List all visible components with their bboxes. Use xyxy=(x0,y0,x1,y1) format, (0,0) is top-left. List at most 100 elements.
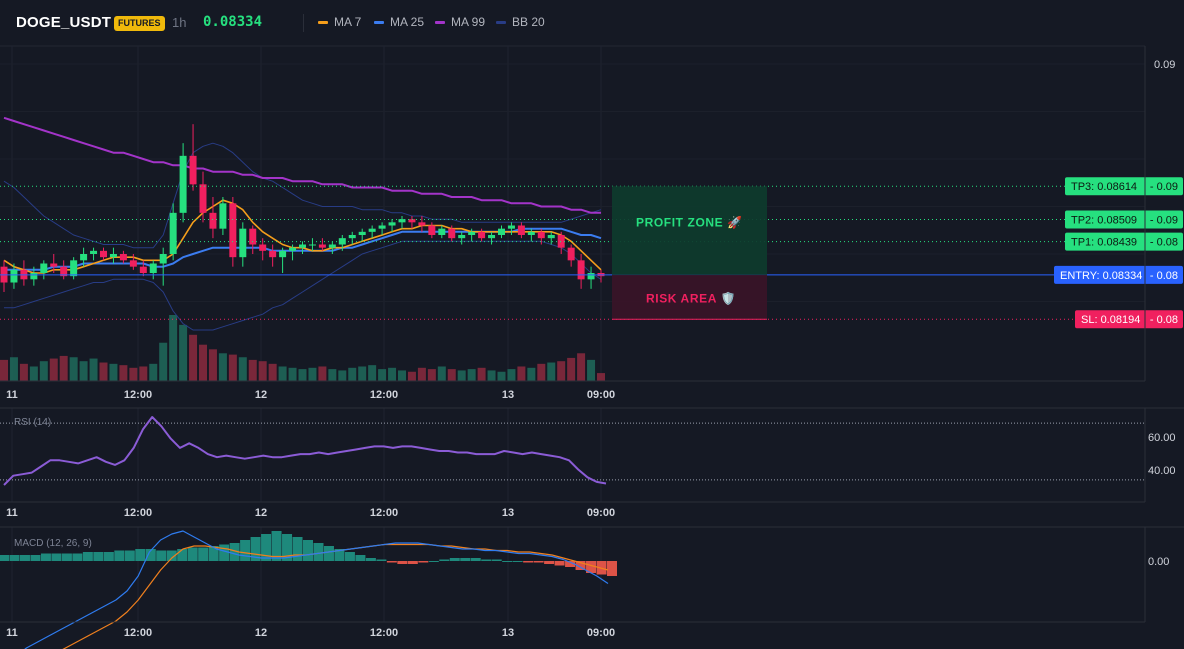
volume-bar xyxy=(417,367,426,381)
macd-histogram-bar xyxy=(229,543,240,561)
x-tick-label: 09:00 xyxy=(587,507,615,519)
candle-body xyxy=(398,219,406,223)
macd-histogram-bar xyxy=(103,552,114,561)
macd-histogram-bar xyxy=(208,546,219,561)
x-tick-label: 13 xyxy=(502,389,514,401)
candle-body xyxy=(408,219,416,223)
volume-bar xyxy=(388,367,397,381)
macd-histogram-bar xyxy=(145,549,156,561)
rsi-panel[interactable]: RSI (14) 60.00 40.00 xyxy=(0,416,1176,486)
risk-zone-label: RISK AREA 🛡️ xyxy=(646,291,736,305)
macd-histogram-bar xyxy=(481,559,492,561)
macd-histogram-bar xyxy=(198,547,209,561)
legend-ma7[interactable]: MA 7 xyxy=(318,15,361,29)
legend-ma99[interactable]: MA 99 xyxy=(435,15,485,29)
macd-histogram-bar xyxy=(93,552,104,561)
volume-bar xyxy=(159,342,168,381)
candle-body xyxy=(149,263,157,273)
candle-body xyxy=(179,155,187,213)
macd-histogram-bar xyxy=(523,561,534,563)
futures-badge: FUTURES xyxy=(114,16,165,31)
volume-bar xyxy=(507,369,516,381)
entry-level-tag xyxy=(1054,265,1183,284)
bollinger-lower-line xyxy=(4,240,602,331)
tp3-level-tag xyxy=(1065,177,1183,196)
profit-zone-label: PROFIT ZONE 🚀 xyxy=(636,215,743,229)
x-tick-label: 12 xyxy=(255,507,267,519)
candle-body xyxy=(308,244,316,246)
volume-bar xyxy=(79,361,88,381)
volume-bar xyxy=(228,354,237,381)
header-divider xyxy=(303,14,304,32)
candle-body xyxy=(507,225,515,229)
legend-label: MA 7 xyxy=(334,15,362,29)
macd-histogram-bar xyxy=(0,555,9,561)
candle-body xyxy=(567,247,575,261)
macd-histogram-bar xyxy=(135,549,146,561)
candle-body xyxy=(30,273,38,280)
candle-body xyxy=(169,212,177,254)
macd-histogram-bar xyxy=(177,549,188,561)
macd-histogram-bar xyxy=(565,561,576,567)
tp2-level-tag xyxy=(1065,210,1183,229)
volume-bar xyxy=(169,315,178,381)
macd-histogram-bar xyxy=(334,549,345,561)
candle-body xyxy=(478,231,486,239)
volume-bar xyxy=(328,369,337,381)
macd-histogram-bar xyxy=(187,547,198,561)
candle-body xyxy=(577,260,585,280)
macd-histogram-bar xyxy=(61,553,72,561)
volume-bar xyxy=(587,359,596,381)
ma99-line xyxy=(3,116,601,214)
symbol-name[interactable]: DOGE_USDT xyxy=(16,14,112,31)
volume-bar xyxy=(99,362,108,381)
rsi-line xyxy=(3,416,607,486)
timeframe-label[interactable]: 1h xyxy=(172,15,187,30)
volume-bar xyxy=(109,363,118,381)
macd-histogram-bar xyxy=(40,553,51,561)
macd-histogram-bar xyxy=(418,561,429,563)
x-tick-label: 09:00 xyxy=(587,389,615,401)
macd-histogram-bar xyxy=(30,555,41,561)
macd-title: MACD (12, 26, 9) xyxy=(14,538,92,549)
macd-histogram-bar xyxy=(554,561,565,566)
macd-histogram-bar xyxy=(166,550,177,561)
chart-header: DOGE_USDT FUTURES 1h 0.08334 MA 7 MA 25 … xyxy=(0,0,1184,46)
candle-body xyxy=(199,184,207,213)
macd-histogram-bar xyxy=(114,550,125,561)
volume-bar xyxy=(577,353,586,381)
candle-body xyxy=(547,235,555,239)
sl-axis-price: - 0.08 xyxy=(1150,314,1178,326)
macd-histogram-bar xyxy=(460,558,471,561)
entry-axis-price: - 0.08 xyxy=(1150,270,1178,282)
candle-body xyxy=(239,228,247,258)
legend-bb20[interactable]: BB 20 xyxy=(496,15,545,29)
volume-bar xyxy=(288,367,297,381)
macd-histogram-bar xyxy=(261,534,272,561)
macd-histogram-bar xyxy=(586,561,597,573)
macd-histogram-bar xyxy=(397,561,408,564)
candle-body xyxy=(249,228,257,245)
legend-ma25[interactable]: MA 25 xyxy=(374,15,424,29)
last-price: 0.08334 xyxy=(203,14,263,30)
tp2-axis-price: - 0.09 xyxy=(1150,214,1178,226)
volume-bar xyxy=(179,324,188,381)
profit-zone xyxy=(612,186,767,275)
volume-bar xyxy=(427,369,436,381)
bollinger-upper-line xyxy=(3,142,602,249)
volume-bar xyxy=(318,366,327,381)
x-tick-label: 12 xyxy=(255,389,267,401)
volume-bar xyxy=(218,353,227,381)
tp1-axis-price: - 0.08 xyxy=(1150,237,1178,249)
candle-body xyxy=(587,273,595,280)
volume-bar xyxy=(547,362,556,381)
candle-body xyxy=(299,244,306,248)
sl-level-label: SL: 0.08194 xyxy=(1081,314,1140,326)
x-tick-label: 11 xyxy=(6,389,18,401)
candle-body xyxy=(70,260,78,277)
macd-panel[interactable]: MACD (12, 26, 9) 0.00 xyxy=(0,530,1169,649)
macd-histogram-bar xyxy=(344,552,355,561)
price-panel[interactable] xyxy=(0,116,605,381)
volume-bar xyxy=(89,358,98,381)
